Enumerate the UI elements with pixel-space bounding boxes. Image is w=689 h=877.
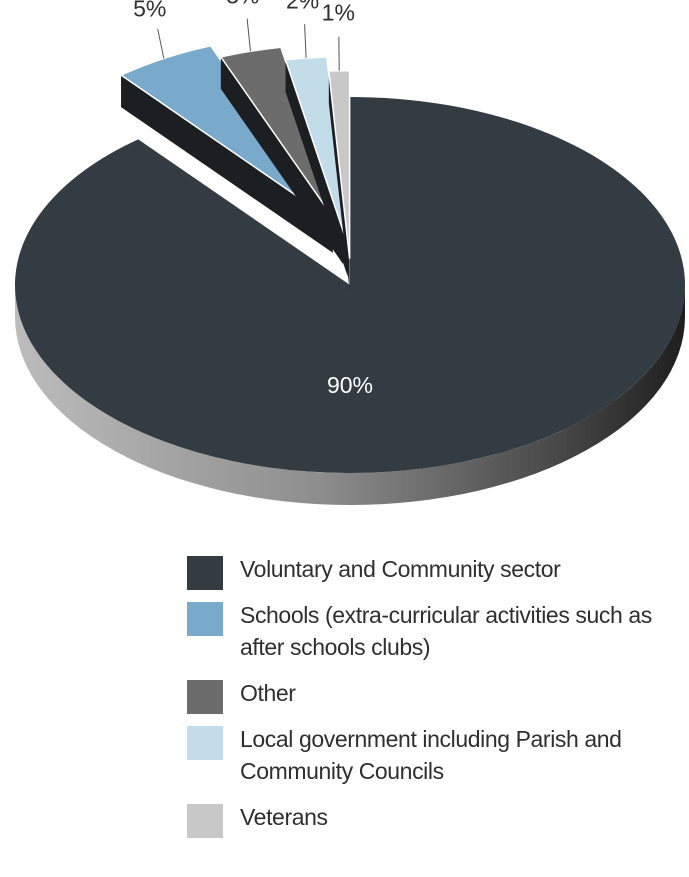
pie-slice-label: 1% <box>322 0 355 26</box>
legend-swatch <box>187 556 223 590</box>
pie-slice-wall <box>285 59 348 277</box>
legend-label: Local government including Parish and Co… <box>240 726 622 784</box>
legend-swatch <box>187 804 223 838</box>
pie-slice-rim <box>15 285 685 505</box>
legend-item: Voluntary and Community sector <box>187 553 687 590</box>
pie-slice-label: 2% <box>286 0 319 13</box>
pie-slice <box>219 46 344 233</box>
pie-slice <box>15 97 686 473</box>
legend-item: Other <box>187 677 687 714</box>
pie-slice-wall <box>220 56 344 264</box>
pie-slice <box>119 44 334 222</box>
pie-chart-svg: 90% 5% 3% 2%1% <box>15 0 686 505</box>
pie-slice-label: 90% <box>327 372 373 398</box>
pie-chart: 90% 5% 3% 2%1% <box>15 0 686 505</box>
pie-slice-label: 3% <box>226 0 259 9</box>
legend-label: Voluntary and Community sector <box>240 556 561 582</box>
pie-slice <box>284 56 349 245</box>
pie-label-leader <box>246 18 251 52</box>
legend-item: Local government including Parish and Co… <box>187 723 687 787</box>
legend-swatch <box>187 726 223 760</box>
legend-label: Other <box>240 680 296 706</box>
legend-swatch <box>187 680 223 714</box>
legend-swatch <box>187 602 223 636</box>
legend-label: Schools (extra-curricular activities suc… <box>240 602 652 660</box>
pie-label-leader <box>157 28 165 59</box>
pie-label-leader <box>304 24 307 58</box>
pie-slice-wall <box>121 75 333 253</box>
legend-item: Veterans <box>187 801 687 838</box>
pie-slice-wall <box>328 70 350 291</box>
pie-slice-label: 5% <box>133 0 166 21</box>
legend: Voluntary and Community sector Schools (… <box>187 553 687 847</box>
legend-label: Veterans <box>240 804 328 830</box>
pie-slice <box>327 69 351 259</box>
legend-item: Schools (extra-curricular activities suc… <box>187 599 687 663</box>
